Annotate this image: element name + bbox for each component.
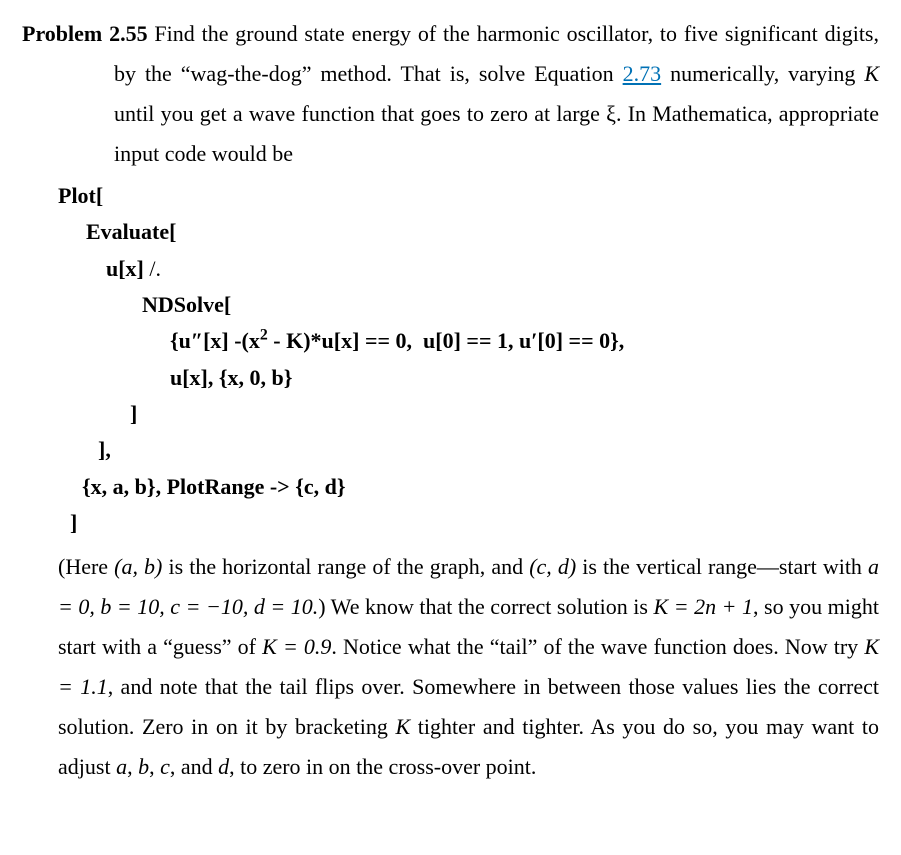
equation-link[interactable]: 2.73	[623, 61, 662, 86]
code-line-2: Evaluate[	[58, 214, 879, 250]
var-xi: ξ	[606, 101, 616, 126]
code-line-9: {x, a, b}, PlotRange -> {c, d}	[58, 469, 879, 505]
code-line-8: ],	[58, 432, 879, 468]
followup-paragraph: (Here (a, b) is the horizontal range of …	[58, 547, 879, 787]
code-line-6: u[x], {x, 0, b}	[58, 360, 879, 396]
mathematica-code: Plot[ Evaluate[ u[x] /. NDSolve[ {u″[x] …	[58, 178, 879, 541]
intro-b: numerically, varying	[661, 61, 864, 86]
code-line-10: ]	[58, 505, 879, 541]
problem-statement: Problem 2.55 Find the ground state energ…	[22, 14, 879, 174]
code-line-5: {u″[x] -(x2 - K)*u[x] == 0, u[0] == 1, u…	[58, 323, 879, 359]
var-K: K	[864, 61, 879, 86]
range-ab: (a, b)	[114, 554, 162, 579]
intro-c: until you get a wave function that goes …	[114, 101, 606, 126]
code-line-4: NDSolve[	[58, 287, 879, 323]
code-line-1: Plot[	[58, 178, 879, 214]
code-line-3: u[x] /.	[58, 251, 879, 287]
code-line-7: ]	[58, 396, 879, 432]
problem-label: Problem 2.55	[22, 21, 148, 46]
range-cd: (c, d)	[529, 554, 576, 579]
